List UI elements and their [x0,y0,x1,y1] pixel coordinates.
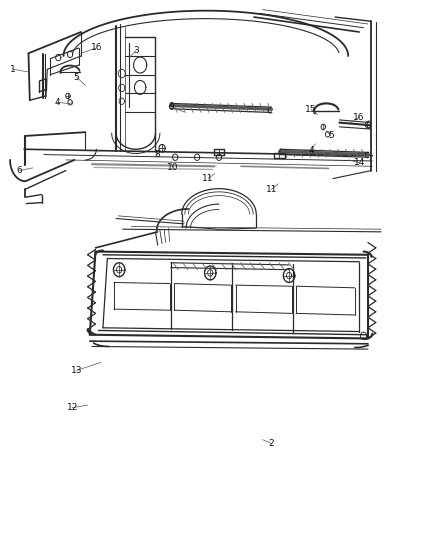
Text: 8: 8 [155,150,161,159]
Text: 11: 11 [202,174,214,183]
Text: 16: 16 [353,113,365,122]
Text: 2: 2 [269,439,274,448]
Text: 6: 6 [17,166,23,175]
Text: 11: 11 [266,185,277,193]
Text: 12: 12 [67,403,78,412]
Text: 5: 5 [328,132,334,140]
Text: 15: 15 [305,105,317,114]
Text: 9: 9 [168,102,174,111]
Text: 4: 4 [54,98,60,107]
Text: 14: 14 [353,158,365,167]
Text: 16: 16 [91,44,102,52]
Text: 10: 10 [167,163,179,172]
Text: 5: 5 [74,73,80,82]
Text: 13: 13 [71,366,82,375]
Text: 4: 4 [308,146,314,155]
Text: 3: 3 [133,46,139,55]
Text: 1: 1 [10,65,16,74]
